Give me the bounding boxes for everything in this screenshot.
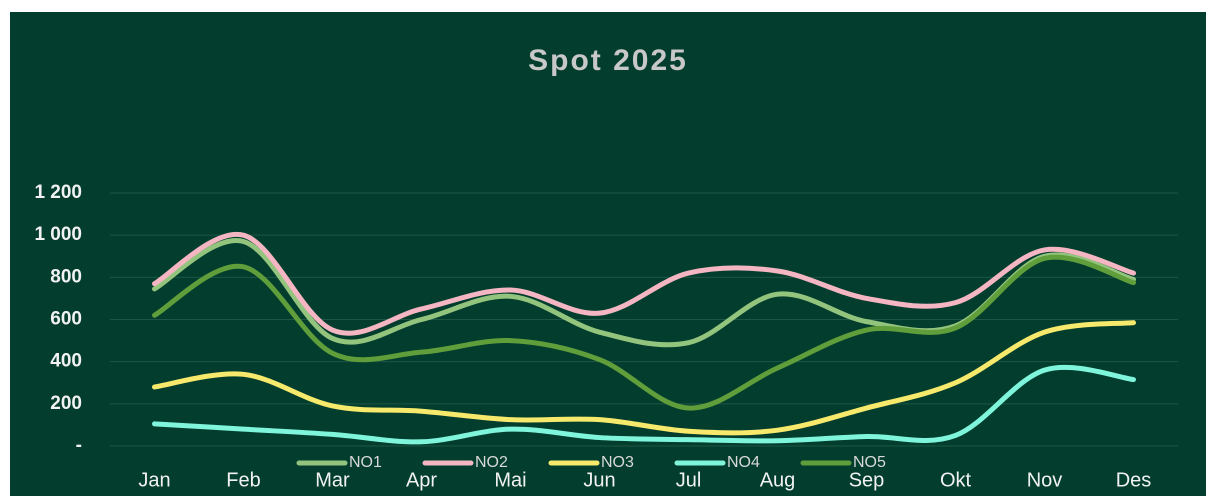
y-tick-label: 1 200: [34, 182, 82, 203]
legend-label: NO1: [349, 454, 382, 471]
y-tick-label: -: [76, 435, 82, 456]
x-tick-label: Okt: [940, 469, 972, 491]
x-tick-label: Aug: [760, 469, 796, 491]
x-tick-label: Sep: [849, 469, 885, 491]
y-tick-label: 400: [50, 351, 82, 372]
x-tick-label: Apr: [406, 469, 437, 491]
y-tick-label: 1 000: [34, 224, 82, 245]
series-line: [152, 364, 1136, 445]
y-tick-label: 800: [50, 266, 82, 287]
legend-label: NO2: [475, 454, 508, 471]
x-tick-label: Jan: [138, 469, 170, 491]
legend-label: NO5: [853, 454, 886, 471]
chart-background: [10, 12, 1206, 496]
y-tick-label: 600: [50, 309, 82, 330]
legend-label: NO4: [727, 454, 760, 471]
series-line: [152, 254, 1136, 411]
series-line: [152, 320, 1136, 436]
series-line: [152, 231, 1136, 336]
x-tick-label: Mar: [315, 469, 350, 491]
legend-label: NO3: [601, 454, 634, 471]
x-tick-label: Mai: [494, 469, 526, 491]
x-tick-label: Jul: [676, 469, 702, 491]
x-tick-label: Jun: [583, 469, 615, 491]
y-tick-label: 200: [50, 393, 82, 414]
x-tick-label: Nov: [1027, 469, 1063, 491]
chart-title: Spot 2025: [528, 44, 688, 77]
x-tick-label: Feb: [226, 469, 260, 491]
x-tick-label: Des: [1116, 469, 1152, 491]
